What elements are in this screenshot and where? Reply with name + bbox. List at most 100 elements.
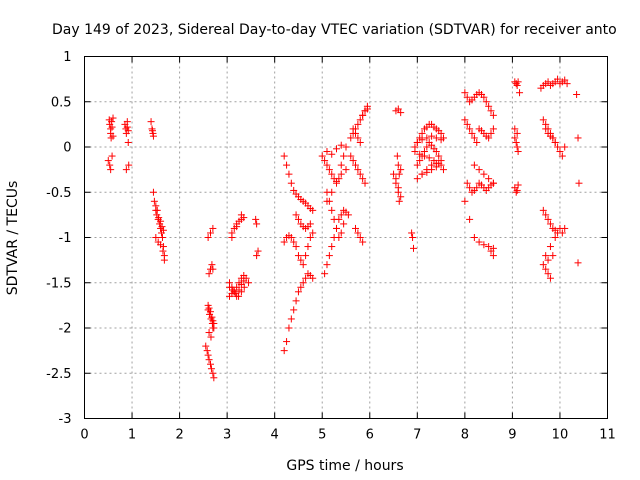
data-point — [397, 109, 405, 117]
data-point — [574, 259, 582, 267]
data-point — [435, 152, 443, 160]
data-point — [354, 134, 362, 142]
x-tick-label: 2 — [175, 428, 183, 443]
data-point — [558, 229, 566, 237]
data-point — [418, 136, 426, 144]
data-point — [159, 247, 167, 255]
data-point — [206, 360, 214, 368]
data-point — [352, 161, 360, 169]
data-point — [395, 170, 403, 178]
data-point — [475, 238, 483, 246]
data-point — [512, 80, 520, 88]
data-point — [554, 143, 562, 151]
data-point — [294, 288, 302, 296]
data-point — [107, 166, 115, 174]
data-point — [124, 138, 132, 146]
data-point — [280, 238, 288, 246]
x-tick-label: 5 — [318, 428, 326, 443]
data-point — [461, 116, 469, 124]
data-point — [292, 297, 300, 305]
axis-ticks — [84, 56, 608, 419]
data-point — [354, 166, 362, 174]
data-point — [439, 166, 447, 174]
x-tick-labels: 0 1 2 3 4 5 6 7 8 9 10 11 — [80, 428, 615, 443]
data-point — [514, 78, 522, 86]
data-point — [208, 313, 216, 321]
data-point — [561, 76, 569, 84]
data-point — [356, 234, 364, 241]
data-point — [280, 152, 288, 160]
data-point — [542, 252, 550, 260]
data-point — [210, 374, 218, 382]
data-point — [340, 152, 348, 160]
data-point — [356, 116, 364, 124]
data-point — [235, 292, 243, 300]
data-point — [229, 286, 237, 294]
x-tick-label: 0 — [80, 428, 88, 443]
data-point — [466, 215, 474, 223]
data-point — [253, 220, 261, 228]
data-point — [207, 333, 215, 341]
data-point — [489, 125, 497, 133]
data-point — [147, 118, 155, 126]
data-point — [321, 270, 329, 278]
data-point — [408, 229, 416, 237]
data-point — [413, 138, 421, 146]
data-point — [106, 161, 114, 169]
data-point — [323, 148, 331, 156]
data-point — [304, 243, 312, 251]
data-point — [573, 91, 581, 99]
data-point — [463, 120, 471, 128]
data-point — [359, 175, 367, 183]
data-point — [466, 125, 474, 133]
data-point — [233, 223, 241, 231]
data-point — [150, 197, 158, 205]
data-point — [489, 111, 497, 119]
data-point — [318, 152, 326, 160]
data-point — [306, 220, 314, 228]
data-point — [420, 152, 428, 160]
data-point — [204, 351, 212, 359]
data-point — [240, 283, 248, 291]
data-point — [480, 241, 488, 249]
data-point — [209, 265, 217, 273]
data-point — [297, 283, 305, 291]
data-point — [287, 179, 295, 187]
data-point — [205, 304, 213, 312]
data-point — [302, 274, 310, 282]
data-point — [124, 127, 132, 135]
data-point — [485, 134, 493, 142]
data-point — [290, 306, 298, 314]
x-tick-label: 8 — [461, 428, 469, 443]
x-tick-label: 6 — [366, 428, 374, 443]
data-point — [158, 234, 166, 241]
data-point — [240, 272, 248, 280]
data-point — [125, 161, 133, 169]
data-point — [290, 186, 298, 194]
data-point — [208, 261, 216, 269]
data-point — [480, 93, 488, 101]
data-point — [349, 125, 357, 133]
data-point — [203, 347, 211, 355]
data-point — [149, 188, 157, 196]
data-point — [109, 132, 117, 140]
data-point — [230, 288, 238, 296]
data-point — [409, 234, 417, 241]
x-tick-label: 11 — [599, 428, 616, 443]
data-point — [485, 175, 493, 183]
data-point — [108, 123, 116, 131]
y-tick-label: -3 — [59, 412, 72, 427]
y-tick-label: -0.5 — [46, 186, 71, 201]
data-point — [470, 234, 478, 241]
x-tick-label: 3 — [223, 428, 231, 443]
data-point — [482, 98, 490, 106]
y-tick-label: 0.5 — [51, 95, 72, 110]
data-point — [328, 188, 336, 196]
data-point — [210, 319, 218, 327]
data-points — [104, 75, 583, 382]
data-point — [435, 159, 443, 167]
data-point — [209, 224, 217, 232]
data-point — [153, 206, 161, 214]
data-point — [461, 197, 469, 205]
data-point — [514, 148, 522, 156]
